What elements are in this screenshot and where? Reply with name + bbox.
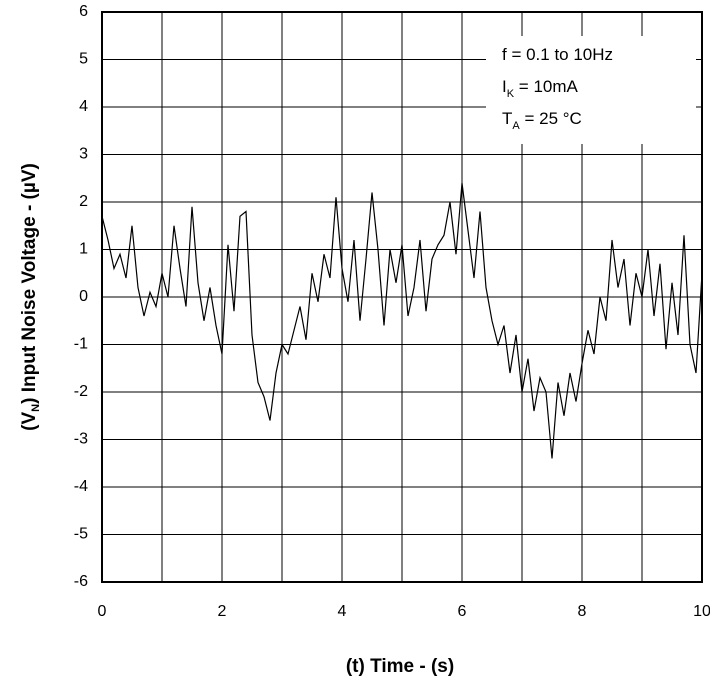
text-part: = 25 °C xyxy=(520,109,582,128)
text-part: I xyxy=(502,77,507,96)
y-tick-label: 2 xyxy=(79,193,88,210)
y-tick-label: 5 xyxy=(79,51,88,68)
x-tick-label: 2 xyxy=(218,603,227,620)
y-axis-label: (VN) Input Noise Voltage - (µV) xyxy=(19,163,42,431)
noise-trace xyxy=(101,182,703,459)
y-tick-label: -4 xyxy=(74,478,88,495)
y-tick-label: -3 xyxy=(74,431,88,448)
annotation-box xyxy=(486,36,696,144)
y-tick-label: -1 xyxy=(74,336,88,353)
y-tick-label: 0 xyxy=(79,288,88,305)
annotation: f = 0.1 to 10Hz xyxy=(502,45,613,64)
x-tick-label: 6 xyxy=(458,603,467,620)
x-tick-label: 4 xyxy=(338,603,347,620)
y-tick-label: 1 xyxy=(79,241,88,258)
x-tick-label: 0 xyxy=(98,603,107,620)
x-tick-label: 10 xyxy=(693,603,710,620)
y-tick-label: -2 xyxy=(74,383,88,400)
annotation: IK = 10mA xyxy=(502,77,579,99)
text-part: A xyxy=(512,120,520,132)
x-tick-label: 8 xyxy=(578,603,587,620)
plot-frame xyxy=(101,11,703,583)
y-tick-label: 4 xyxy=(79,98,88,115)
text-part: f = 0.1 to 10Hz xyxy=(502,45,613,64)
y-tick-label: 6 xyxy=(79,3,88,20)
text-part: N xyxy=(30,404,42,412)
text-part: (V xyxy=(19,412,40,431)
text-part: T xyxy=(502,109,512,128)
text-part: ) Input Noise Voltage - (µV) xyxy=(19,163,40,404)
y-tick-label: -5 xyxy=(74,526,88,543)
y-tick-label: 3 xyxy=(79,146,88,163)
annotation: TA = 25 °C xyxy=(502,109,582,131)
text-part: = 10mA xyxy=(514,77,578,96)
y-tick-label: -6 xyxy=(74,573,88,590)
x-axis-label: (t) Time - (s) xyxy=(346,656,454,677)
text-part: K xyxy=(507,88,515,100)
